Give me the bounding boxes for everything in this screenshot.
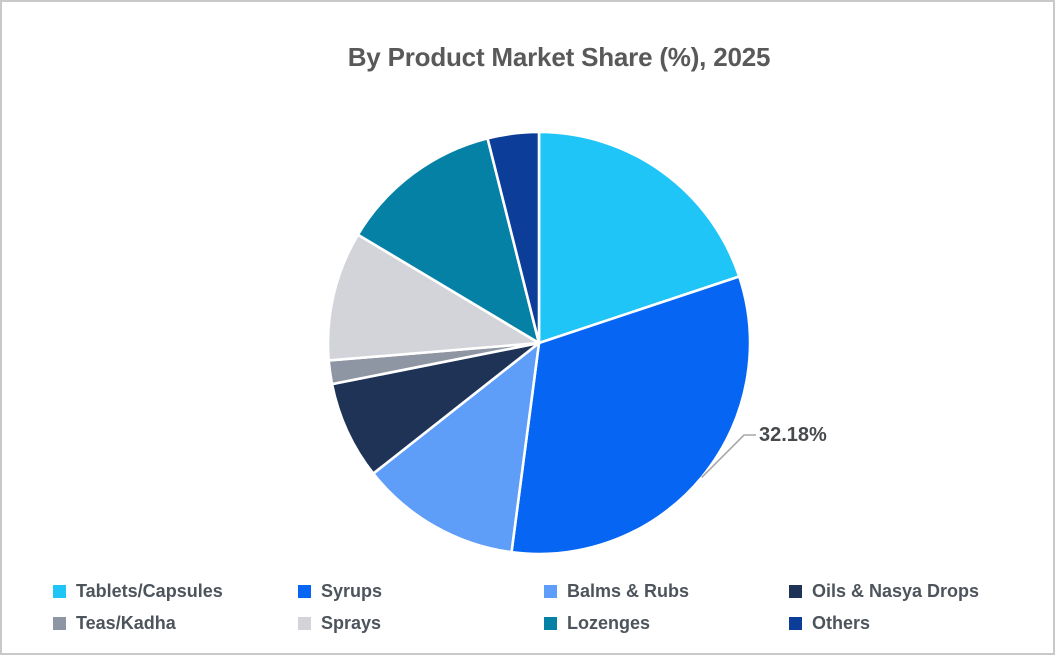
pie-slice-sprays: [326, 233, 541, 362]
legend-item-others: Others: [789, 614, 1038, 633]
pie-slice-oils-nasya-drops: [330, 341, 541, 475]
pie-slice-lozenges: [356, 137, 541, 345]
pie-slice-others: [486, 130, 541, 345]
legend-label: Tablets/Capsules: [76, 581, 223, 601]
legend-swatch-icon: [53, 585, 66, 598]
data-label-leader-line-icon: [701, 434, 756, 478]
legend-item-balms-rubs: Balms & Rubs: [544, 582, 789, 601]
legend-item-tablets-capsules: Tablets/Capsules: [53, 582, 298, 601]
legend-swatch-icon: [544, 585, 557, 598]
legend-item-syrups: Syrups: [298, 582, 544, 601]
legend-item-lozenges: Lozenges: [544, 614, 789, 633]
legend-swatch-icon: [544, 617, 557, 630]
legend-label: Sprays: [321, 613, 382, 633]
legend-item-sprays: Sprays: [298, 614, 544, 633]
legend-swatch-icon: [298, 585, 311, 598]
legend-label: Oils & Nasya Drops: [812, 581, 980, 601]
legend-swatch-icon: [53, 617, 66, 630]
legend-item-teas-kadha: Teas/Kadha: [53, 614, 298, 633]
pie-slice-balms-rubs: [371, 341, 541, 554]
legend-label: Others: [812, 613, 871, 633]
pie-slices-group: [326, 130, 752, 556]
legend-swatch-icon: [789, 617, 802, 630]
data-label-syrups: 32.18%: [759, 424, 827, 446]
legend-label: Teas/Kadha: [76, 613, 176, 633]
pie-slice-tablets-capsules: [537, 130, 741, 345]
legend-label: Lozenges: [567, 613, 651, 633]
legend-item-oils-nasya-drops: Oils & Nasya Drops: [789, 582, 1038, 601]
legend: Tablets/Capsules Syrups Balms & Rubs Oils &…: [53, 582, 1038, 633]
legend-label: Balms & Rubs: [567, 581, 690, 601]
legend-label: Syrups: [321, 581, 383, 601]
chart-title: By Product Market Share (%), 2025: [347, 42, 771, 72]
legend-swatch-icon: [789, 585, 802, 598]
pie-slice-syrups: [510, 275, 752, 556]
legend-swatch-icon: [298, 617, 311, 630]
